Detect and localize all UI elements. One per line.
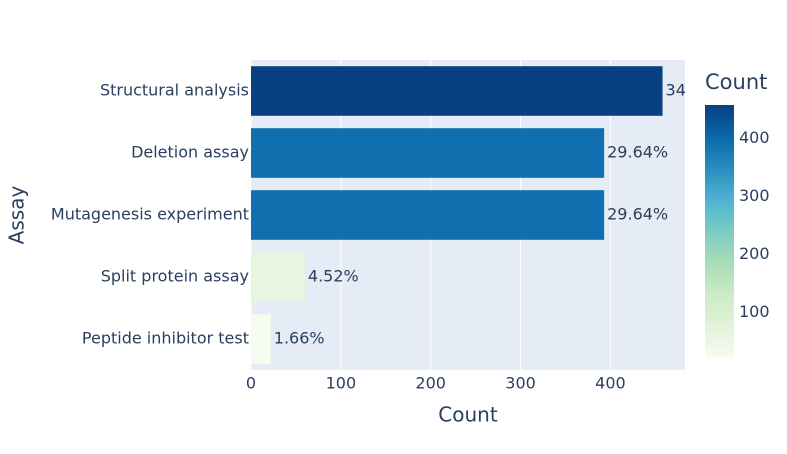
data-label: 4.52%	[308, 267, 359, 286]
x-tick-label: 300	[505, 374, 536, 393]
y-tick-label: Deletion assay	[131, 143, 249, 162]
bar	[251, 190, 605, 240]
x-tick-label: 0	[246, 374, 256, 393]
colorbar-tick-label: 200	[739, 244, 770, 263]
colorbar-tick-label: 100	[739, 302, 770, 321]
y-tick-label: Mutagenesis experiment	[51, 205, 249, 224]
y-tick-label: Peptide inhibitor test	[82, 329, 249, 348]
colorbar-title: Count	[705, 70, 767, 94]
data-label: 29.64%	[607, 205, 668, 224]
y-axis-title: Assay	[5, 186, 29, 245]
x-tick-label: 100	[326, 374, 357, 393]
bar	[251, 66, 663, 116]
bar	[251, 128, 605, 178]
y-tick-label: Structural analysis	[100, 81, 249, 100]
y-tick-label: Split protein assay	[101, 267, 249, 286]
colorbar-tick-label: 300	[739, 186, 770, 205]
data-label: 29.64%	[607, 143, 668, 162]
x-tick-label: 200	[415, 374, 446, 393]
data-label: 1.66%	[274, 329, 325, 348]
bars: 34.54% 29.64% 29.64% 4.52% 1.66%	[251, 66, 727, 364]
x-axis-title: Count	[438, 403, 498, 427]
bar	[251, 252, 305, 302]
data-label: 34.54%	[666, 81, 727, 100]
x-tick-label: 400	[595, 374, 626, 393]
colorbar	[705, 105, 734, 358]
colorbar-tick-label: 400	[739, 128, 770, 147]
bar	[251, 314, 271, 364]
